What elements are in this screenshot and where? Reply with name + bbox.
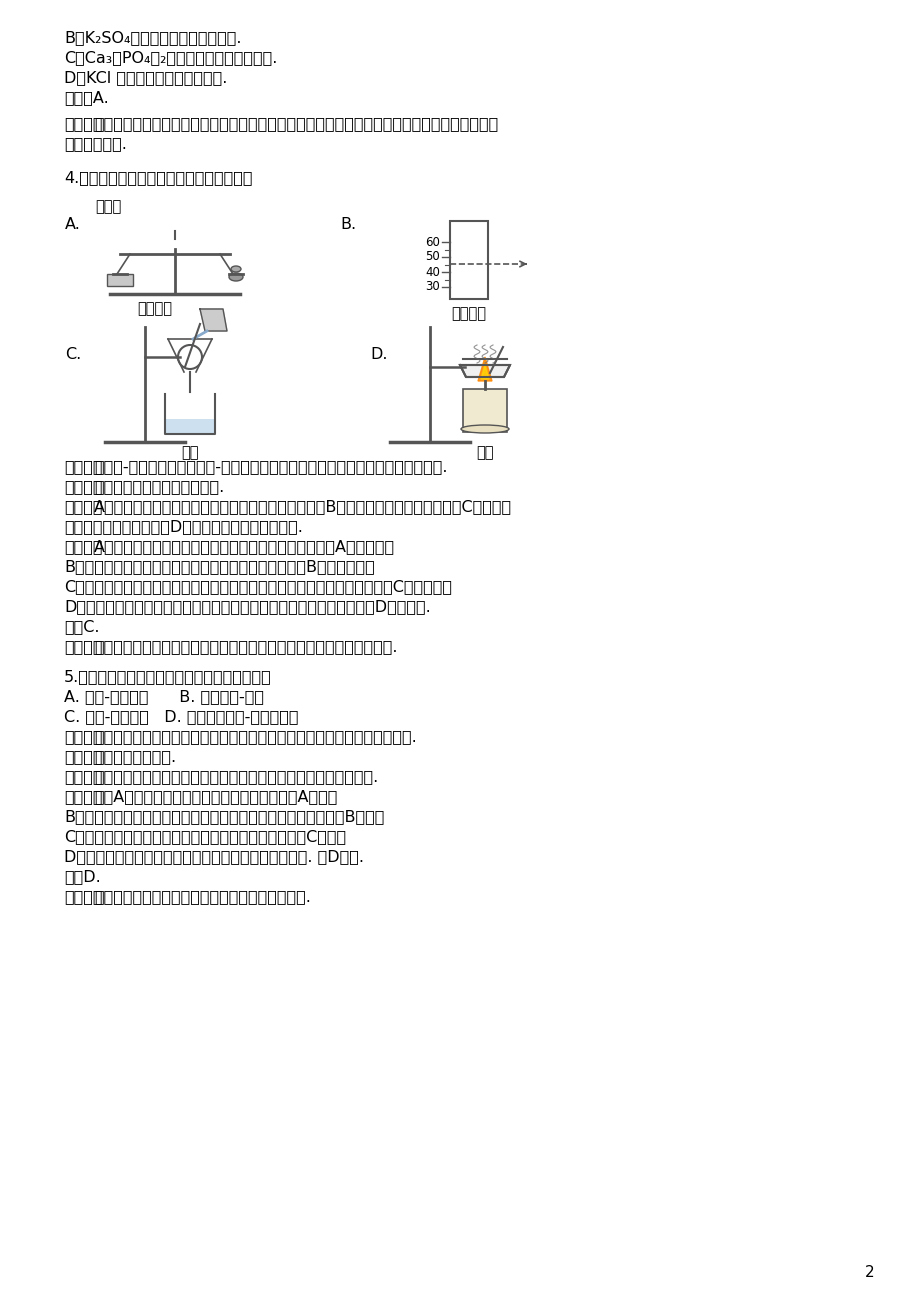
Text: 【考点】: 【考点】 (64, 729, 102, 743)
Polygon shape (478, 357, 492, 381)
Text: 故选D.: 故选D. (64, 868, 101, 884)
Text: 滤操作的注意事项考虑；D、根据蔒发的注意事项考虑.: 滤操作的注意事项考虑；D、根据蔒发的注意事项考虑. (64, 519, 302, 534)
Text: B.: B. (340, 217, 356, 232)
Text: 常见仪器及化学实验基本操作.: 常见仪器及化学实验基本操作. (94, 479, 224, 493)
Ellipse shape (460, 424, 508, 434)
Text: B、K₂SO₄中含有龾元素，属于龾肂.: B、K₂SO₄中含有龾元素，属于龾肂. (64, 30, 242, 46)
Text: 氯化钓: 氯化钓 (95, 199, 121, 214)
Text: 过滤: 过滤 (181, 445, 199, 460)
Text: C、Ca₃（PO₄）₂中含有磷元素，属于磷肂.: C、Ca₃（PO₄）₂中含有磷元素，属于磷肂. (64, 49, 277, 65)
Text: 物质的性质与用途.: 物质的性质与用途. (94, 749, 176, 764)
Polygon shape (481, 365, 489, 379)
Text: 解：A、氧气能供给呼吸，可用于医疗急救，故A正确，: 解：A、氧气能供给呼吸，可用于医疗急救，故A正确， (94, 789, 337, 805)
Text: 【点评】: 【点评】 (64, 889, 102, 904)
Text: 30: 30 (425, 280, 439, 293)
Text: D、氢氧化钓固体有强烈的腐蚀性，不能用于食品干燥剂. 故D错误.: D、氢氧化钓固体有强烈的腐蚀性，不能用于食品干燥剂. 故D错误. (64, 849, 364, 865)
Bar (462, 389, 506, 432)
Text: 【专题】: 【专题】 (64, 749, 102, 764)
Text: A、称量药品要左物右码，一般药品要放在纸上称量，故A操作正确；: A、称量药品要左物右码，一般药品要放在纸上称量，故A操作正确； (94, 539, 394, 553)
Text: A、称量药品要左物右码，一般药品要放在纸上称量；B、根据量筒的读数方法考虑；C、根据过: A、称量药品要左物右码，一般药品要放在纸上称量；B、根据量筒的读数方法考虑；C、… (94, 499, 512, 514)
Text: 故选：A.: 故选：A. (64, 90, 108, 105)
Text: A.: A. (65, 217, 81, 232)
Bar (107, 273, 133, 286)
Text: 本题主要考查化肂的分类方面的知识，确定化肂中营养元素的种类、化肂的分类方法是正确解答: 本题主要考查化肂的分类方面的知识，确定化肂中营养元素的种类、化肂的分类方法是正确… (94, 116, 497, 132)
Text: 称量器-托盘天平；测量容器-量筒；过滤的原理、方法及其应用；蔒发与蜒馏操作.: 称量器-托盘天平；测量容器-量筒；过滤的原理、方法及其应用；蔒发与蜒馏操作. (94, 460, 447, 474)
Text: B、二氧化碗不燃烧不支持燃烧，密度比空气大，可用于灭火，故B正确；: B、二氧化碗不燃烧不支持燃烧，密度比空气大，可用于灭火，故B正确； (64, 809, 384, 824)
Text: 【分析】: 【分析】 (64, 769, 102, 784)
Text: 【点评】: 【点评】 (64, 116, 102, 132)
Text: C.: C. (65, 348, 81, 362)
Ellipse shape (229, 273, 243, 281)
Text: 50: 50 (425, 250, 439, 263)
Text: 4.　下列化学实验操作中错误的是（　　）: 4. 下列化学实验操作中错误的是（ ） (64, 171, 252, 185)
Text: 蔒发: 蔒发 (476, 445, 494, 460)
Text: 量取液体: 量取液体 (451, 306, 486, 322)
Ellipse shape (231, 266, 241, 272)
Text: 物质的性质决定物质的用途，根据常见物质的性质和用途分析判断.: 物质的性质决定物质的用途，根据常见物质的性质和用途分析判断. (94, 769, 378, 784)
Text: D、蔒发时，要用玻璐棒不断搔拌，防止局部温度过高造成液滴飞澅，故D操作正确.: D、蔒发时，要用玻璐棒不断搔拌，防止局部温度过高造成液滴飞澅，故D操作正确. (64, 599, 430, 615)
Text: C、过滤操作的注意事项：要用玻璐棒引流，漏斗尖嘴部分紧靠烧杯内壁，故C操作错误；: C、过滤操作的注意事项：要用玻璐棒引流，漏斗尖嘴部分紧靠烧杯内壁，故C操作错误； (64, 579, 451, 594)
Text: 【分析】: 【分析】 (64, 499, 102, 514)
Text: 称取固体: 称取固体 (137, 301, 173, 316)
Text: 60: 60 (425, 236, 439, 249)
Polygon shape (460, 365, 509, 378)
Text: 【考点】: 【考点】 (64, 460, 102, 474)
Text: C、盐酸能与某些金属氧化物反应，可用于金属除锈，故C正确；: C、盐酸能与某些金属氧化物反应，可用于金属除锈，故C正确； (64, 829, 346, 844)
Text: 氧气的用途；二氧化碗的用途；酸的物理性质及用途；常见碱的特性和用途.: 氧气的用途；二氧化碗的用途；酸的物理性质及用途；常见碱的特性和用途. (94, 729, 416, 743)
Polygon shape (199, 309, 227, 331)
Text: D.: D. (369, 348, 387, 362)
Bar (449, 221, 487, 299)
Bar (165, 419, 214, 434)
Text: B、量筒的读数方法：视线与凹液面最低处保持水平，故B操作中正确；: B、量筒的读数方法：视线与凹液面最低处保持水平，故B操作中正确； (64, 559, 374, 574)
Text: 了解常见物质物质的性质和用途是解答本题的基础.: 了解常见物质物质的性质和用途是解答本题的基础. (94, 889, 311, 904)
Text: 5.　下列物质与用途对应关系错误的是（　　）: 5. 下列物质与用途对应关系错误的是（ ） (64, 669, 271, 684)
Text: C. 盐酸-金属除锈   D. 氢氧化钓固体-食品干燥剂: C. 盐酸-金属除锈 D. 氢氧化钓固体-食品干燥剂 (64, 710, 298, 724)
Text: 【专题】: 【专题】 (64, 479, 102, 493)
Text: 【解答】: 【解答】 (64, 789, 102, 805)
Text: 解答本题关键是熟记实验基本操作，防止错误操作造成实验失败和危险.: 解答本题关键是熟记实验基本操作，防止错误操作造成实验失败和危险. (94, 639, 397, 654)
Text: 【点评】: 【点评】 (64, 639, 102, 654)
Text: 故选C.: 故选C. (64, 618, 99, 634)
Text: 40: 40 (425, 266, 439, 279)
Text: 此类题的关键.: 此类题的关键. (64, 135, 127, 151)
Text: A. 氧气-医疗急救      B. 二氧化碗-灭火: A. 氧气-医疗急救 B. 二氧化碗-灭火 (64, 689, 264, 704)
Text: 2: 2 (864, 1266, 874, 1280)
Text: 【解答】: 【解答】 (64, 539, 102, 553)
Text: D、KCl 中含有龾元素，属于龾肂.: D、KCl 中含有龾元素，属于龾肂. (64, 70, 227, 85)
